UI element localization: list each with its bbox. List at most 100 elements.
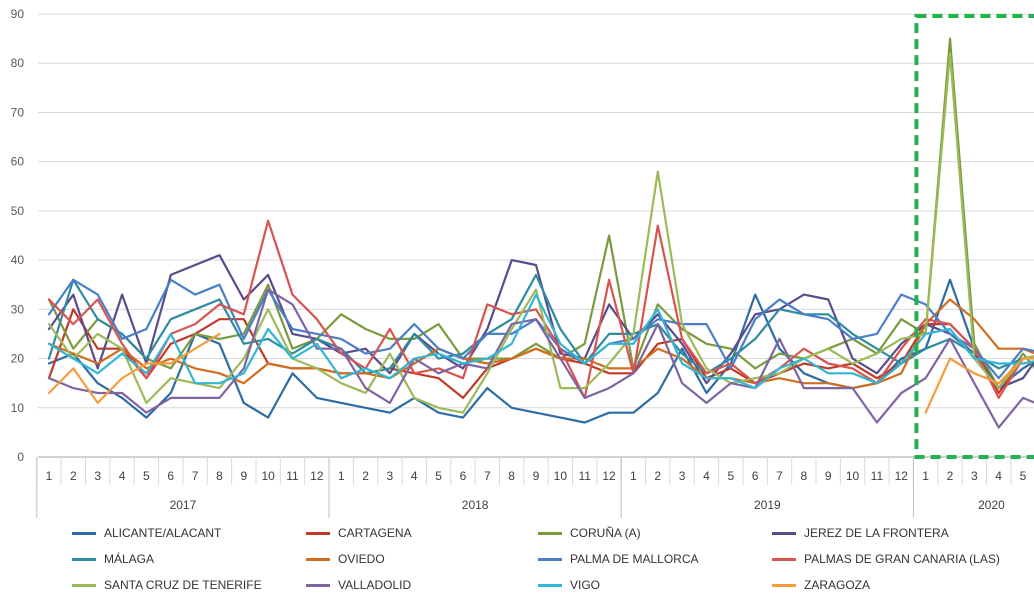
y-tick-label: 80 [11, 56, 25, 70]
legend-item: VIGO [538, 578, 600, 592]
x-tick-label: 10 [846, 469, 860, 483]
y-tick-label: 30 [11, 302, 25, 316]
series-line-7 [47, 219, 1034, 399]
legend-swatch [72, 531, 96, 535]
legend-label: VALLADOLID [338, 578, 412, 592]
x-tick-label: 5 [727, 469, 734, 483]
legend-label: OVIEDO [338, 552, 385, 566]
x-tick-label: 10 [554, 469, 568, 483]
series-line-10 [47, 293, 1034, 390]
x-tick-label: 4 [703, 469, 710, 483]
x-tick-label: 12 [602, 469, 616, 483]
legend-label: CARTAGENA [338, 526, 412, 540]
x-tick-label: 2 [362, 469, 369, 483]
x-tick-label: 7 [192, 469, 199, 483]
y-axis-ticks: 0 10 20 30 40 50 60 70 80 90 [11, 7, 25, 464]
y-tick-label: 70 [11, 105, 25, 119]
x-tick-label: 4 [411, 469, 418, 483]
x-tick-label: 4 [119, 469, 126, 483]
legend-item: SANTA CRUZ DE TENERIFE [72, 578, 262, 592]
y-tick-label: 0 [17, 450, 24, 464]
legend-item: JEREZ DE LA FRONTERA [772, 526, 949, 540]
legend-item: OVIEDO [306, 552, 385, 566]
legend-swatch [306, 531, 330, 535]
legend-label: SANTA CRUZ DE TENERIFE [104, 578, 262, 592]
x-axis: 1 2 3 4 5 6 7 8 9 10 11 12 1 2 3 4 5 6 7 8 9 10 11 12 1 2 3 4 5 6 7 8 9 1… [36, 457, 1027, 518]
x-tick-label: 5 [143, 469, 150, 483]
x-tick-label: 6 [167, 469, 174, 483]
x-tick-label: 11 [871, 469, 884, 483]
y-tick-label: 10 [11, 401, 25, 415]
x-tick-label: 5 [435, 469, 442, 483]
year-label: 2020 [978, 498, 1005, 512]
legend-item: MÁLAGA [72, 552, 154, 566]
x-tick-label: 7 [484, 469, 491, 483]
y-tick-label: 90 [11, 7, 25, 21]
x-tick-label: 12 [895, 469, 909, 483]
legend-label: MÁLAGA [104, 552, 155, 566]
year-label: 2019 [754, 498, 781, 512]
gridlines [38, 13, 1034, 458]
x-tick-label: 1 [630, 469, 637, 483]
x-tick-label: 3 [387, 469, 394, 483]
x-tick-label: 6 [752, 469, 759, 483]
series-line-2 [47, 37, 1034, 390]
x-tick-label: 12 [310, 469, 324, 483]
x-tick-label: 9 [533, 469, 540, 483]
x-tick-label: 11 [286, 469, 299, 483]
legend-swatch [538, 557, 562, 561]
series-lines [47, 37, 1034, 429]
legend-item: ALICANTE/ALACANT [72, 526, 221, 540]
x-tick-label: 1 [46, 469, 53, 483]
legend-swatch [772, 583, 796, 587]
series-line-11 [47, 332, 1034, 414]
year-label: 2017 [170, 498, 197, 512]
legend-swatch [772, 531, 796, 535]
x-tick-label: 2 [70, 469, 77, 483]
x-tick-label: 4 [995, 469, 1002, 483]
y-tick-label: 50 [11, 204, 25, 218]
legend-item: VALLADOLID [306, 578, 411, 592]
x-tick-label: 8 [216, 469, 223, 483]
series-line-5 [47, 298, 1034, 390]
x-tick-label: 1 [338, 469, 345, 483]
series-line-3 [47, 254, 1034, 390]
x-tick-label: 7 [776, 469, 783, 483]
legend-swatch [538, 583, 562, 587]
y-tick-label: 60 [11, 155, 25, 169]
x-tick-label: 8 [508, 469, 515, 483]
x-tick-label: 9 [825, 469, 832, 483]
y-tick-label: 20 [11, 352, 25, 366]
x-tick-label: 11 [578, 469, 591, 483]
legend-label: PALMA DE MALLORCA [570, 552, 699, 566]
legend-label: ALICANTE/ALACANT [104, 526, 222, 540]
legend-swatch [772, 557, 796, 561]
x-tick-label: 2 [947, 469, 954, 483]
x-tick-label: 3 [679, 469, 686, 483]
x-tick-label: 9 [240, 469, 247, 483]
legend-swatch [538, 531, 562, 535]
legend-swatch [72, 583, 96, 587]
series-line-9 [47, 288, 1034, 429]
legend-label: ZARAGOZA [804, 578, 871, 592]
legend-label: JEREZ DE LA FRONTERA [804, 526, 949, 540]
legend-swatch [306, 583, 330, 587]
legend-label: PALMAS DE GRAN CANARIA (LAS) [804, 552, 1000, 566]
x-tick-label: 2 [654, 469, 661, 483]
x-tick-label: 3 [94, 469, 101, 483]
legend-item: PALMA DE MALLORCA [538, 552, 698, 566]
x-tick-label: 10 [261, 469, 275, 483]
legend: ALICANTE/ALACANT CARTAGENA CORUÑA (A) JEREZ… [0, 522, 1034, 594]
legend-swatch [306, 557, 330, 561]
x-tick-label: 3 [971, 469, 978, 483]
legend-label: CORUÑA (A) [570, 526, 641, 540]
legend-item: PALMAS DE GRAN CANARIA (LAS) [772, 552, 1000, 566]
x-tick-label: 5 [1020, 469, 1027, 483]
legend-swatch [72, 557, 96, 561]
year-label: 2018 [462, 498, 489, 512]
legend-item: CORUÑA (A) [538, 526, 641, 540]
x-tick-label: 6 [460, 469, 467, 483]
x-tick-label: 1 [922, 469, 929, 483]
highlight-box [914, 14, 1034, 459]
